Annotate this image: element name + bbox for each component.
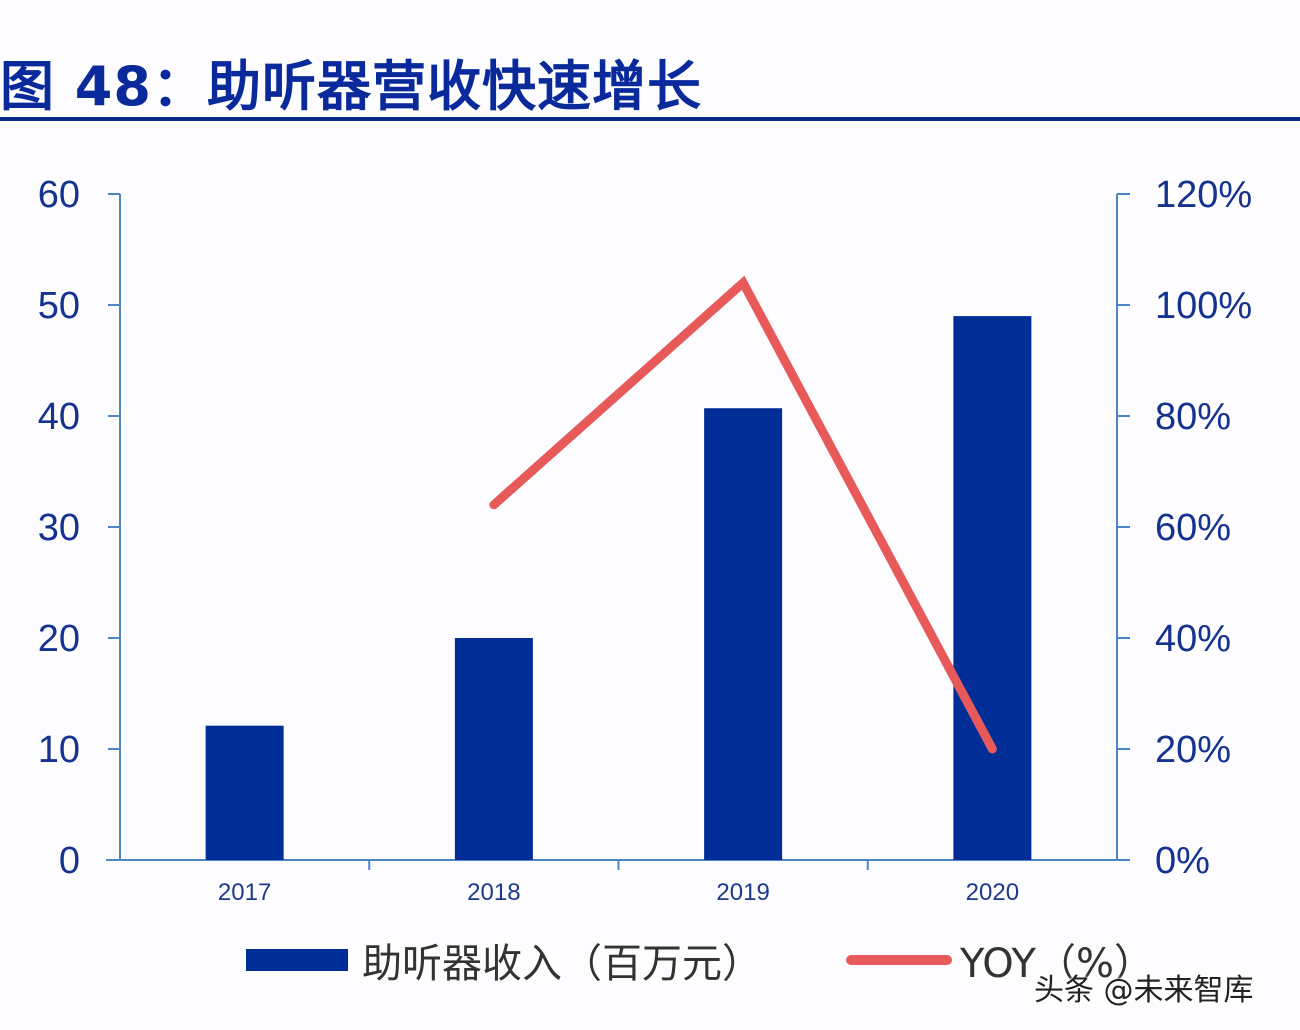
right-tick-label: 100% bbox=[1155, 285, 1252, 327]
bar-2019 bbox=[704, 408, 783, 860]
watermark: 头条 @未来智库 bbox=[1034, 973, 1254, 1008]
right-tick-label: 40% bbox=[1155, 618, 1231, 660]
left-tick-label: 20 bbox=[38, 618, 80, 660]
legend-item-revenue: 助听器收入（百万元） bbox=[246, 931, 762, 989]
title-divider bbox=[0, 117, 1300, 121]
bar-2020 bbox=[953, 316, 1032, 861]
right-tick-label: 120% bbox=[1155, 174, 1252, 216]
legend-label: YOY（%） bbox=[960, 941, 1154, 987]
right-tick-label: 80% bbox=[1155, 396, 1231, 438]
right-tick-label: 60% bbox=[1155, 507, 1231, 549]
legend-line-swatch-icon bbox=[846, 955, 952, 965]
left-tick-label: 50 bbox=[38, 285, 80, 327]
page-title: 图 48：助听器营收快速增长 bbox=[0, 55, 702, 118]
bar-2018 bbox=[454, 638, 533, 860]
left-tick-label: 40 bbox=[38, 396, 80, 438]
x-tick-label: 2019 bbox=[716, 879, 769, 906]
bar-2017 bbox=[205, 725, 284, 860]
x-tick-label: 2017 bbox=[218, 879, 271, 906]
left-tick-label: 30 bbox=[38, 507, 80, 549]
legend-label: 助听器收入（百万元） bbox=[362, 941, 762, 987]
left-tick-label: 0 bbox=[59, 840, 80, 882]
x-tick-label: 2018 bbox=[467, 879, 520, 906]
legend-item-yoy: YOY（%） bbox=[846, 931, 1154, 989]
legend-bar-swatch-icon bbox=[246, 949, 348, 971]
left-tick-label: 10 bbox=[38, 729, 80, 771]
x-tick-label: 2020 bbox=[966, 879, 1019, 906]
right-tick-label: 0% bbox=[1155, 840, 1210, 882]
left-tick-label: 60 bbox=[38, 174, 80, 216]
chart-legend: 助听器收入（百万元） YOY（%） bbox=[246, 930, 1238, 990]
right-tick-label: 20% bbox=[1155, 729, 1231, 771]
yoy-line bbox=[489, 275, 997, 754]
